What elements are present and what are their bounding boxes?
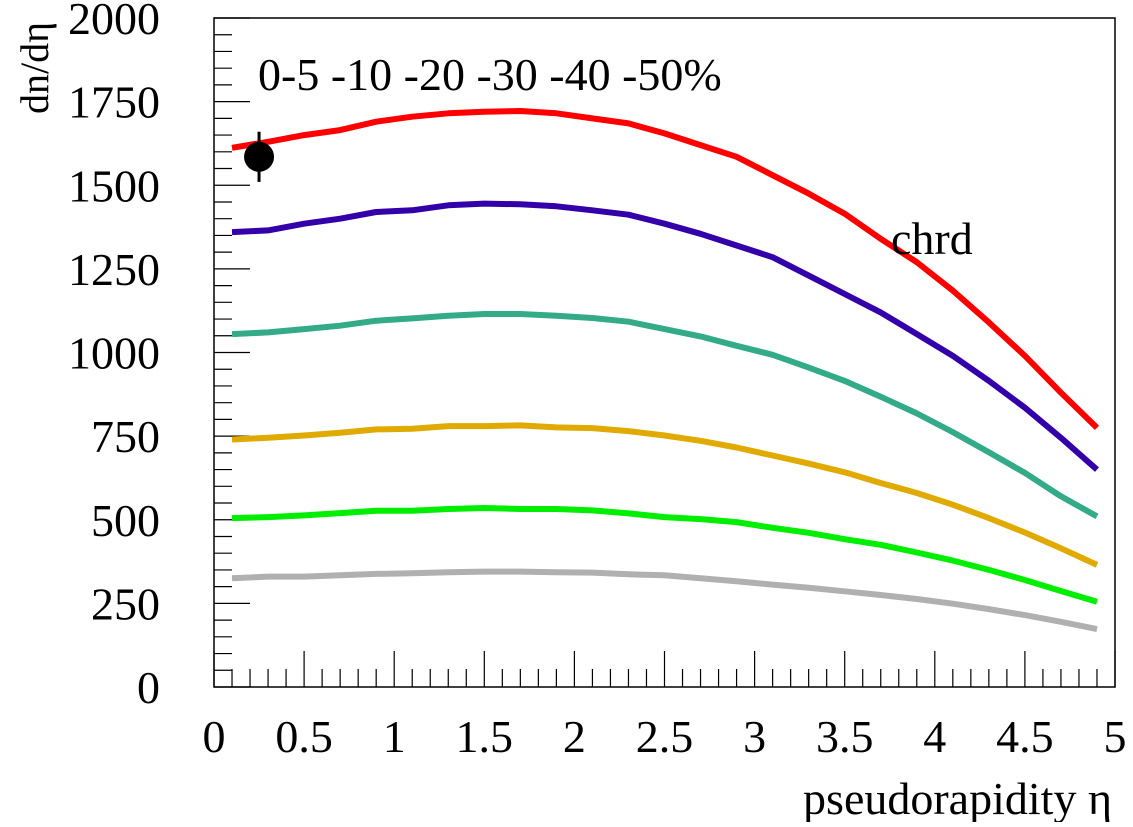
series-line-4 bbox=[231, 422, 1099, 568]
x-tick-label: 0.5 bbox=[275, 711, 333, 762]
series-line-2 bbox=[231, 200, 1099, 472]
y-tick-label: 1000 bbox=[68, 328, 160, 379]
x-tick-label: 1 bbox=[383, 711, 406, 762]
series-line-6 bbox=[231, 568, 1098, 633]
y-tick-label: 1500 bbox=[68, 160, 160, 211]
x-tick-label: 1.5 bbox=[456, 711, 514, 762]
x-tick-label: 4 bbox=[923, 711, 946, 762]
series-line-3 bbox=[231, 311, 1099, 520]
legend-text: 0-5 -10 -20 -30 -40 -50% bbox=[258, 49, 722, 100]
series-line-1 bbox=[231, 108, 1100, 430]
x-tick-label: 3.5 bbox=[816, 711, 874, 762]
data-point-marker bbox=[244, 141, 275, 172]
series-group bbox=[231, 108, 1100, 633]
x-tick-label: 2 bbox=[563, 711, 586, 762]
axes: 0 0.5 1 1.5 2 2.5 3 3.5 4 4.5 5 0 250 500 750 1000 1250 1… bbox=[68, 0, 1127, 762]
y-tick-label: 1250 bbox=[68, 244, 160, 295]
y-tick-label: 250 bbox=[91, 578, 160, 629]
curve-annotation: chrd bbox=[891, 213, 973, 264]
y-tick-label: 2000 bbox=[68, 0, 160, 44]
x-tick-label: 2.5 bbox=[636, 711, 694, 762]
y-tick-label: 1750 bbox=[68, 77, 160, 128]
plot-frame bbox=[213, 17, 1116, 688]
y-tick-label: 0 bbox=[137, 662, 160, 713]
x-tick-label: 5 bbox=[1104, 711, 1127, 762]
x-tick-label: 0 bbox=[203, 711, 226, 762]
y-tick-label: 500 bbox=[91, 495, 160, 546]
data-point-group bbox=[244, 131, 275, 182]
series-line-5 bbox=[231, 505, 1098, 605]
x-tick-label: 4.5 bbox=[996, 711, 1054, 762]
x-tick-label: 3 bbox=[743, 711, 766, 762]
y-tick-label: 750 bbox=[91, 411, 160, 462]
y-axis-label: dn/dη bbox=[12, 22, 57, 114]
x-axis-label: pseudorapidity η bbox=[803, 773, 1112, 822]
